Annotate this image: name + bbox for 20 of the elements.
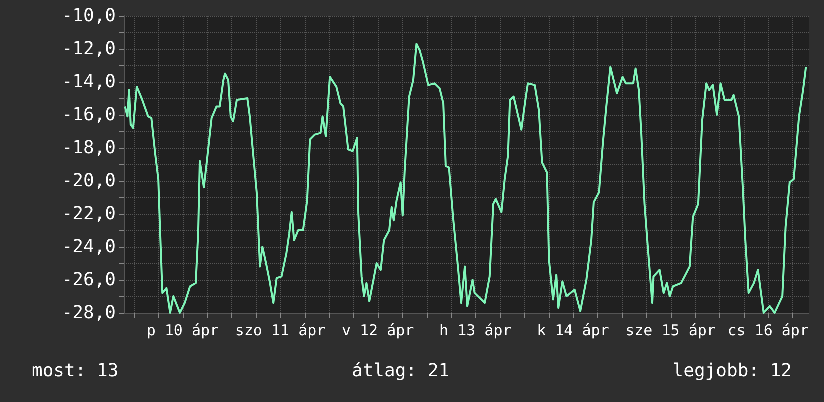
x-tick-label: v 12 ápr — [342, 322, 414, 340]
y-tick-label: -18,0 — [62, 138, 116, 158]
y-tick-label: -26,0 — [62, 270, 116, 290]
y-tick-label: -24,0 — [62, 236, 116, 258]
text: most: 13 — [32, 360, 119, 382]
x-tick-label: p 10 ápr — [146, 322, 220, 340]
y-tick-label: -10,0 — [62, 6, 116, 26]
y-tick-label: -14,0 — [62, 72, 116, 92]
y-tick-label: -28,0 — [62, 302, 116, 324]
y-tick-label: -20,0 — [62, 170, 116, 192]
x-tick-label: k 14 ápr — [537, 322, 610, 340]
text: átlag: 21 — [352, 360, 450, 382]
x-tick-label: cs 16 ápr — [728, 322, 809, 340]
x-tick-label: h 13 ápr — [440, 322, 512, 340]
y-tick-label: -16,0 — [62, 104, 116, 126]
text: legjobb: 12 — [672, 360, 792, 382]
x-tick-label: sze 15 ápr — [626, 322, 716, 340]
y-tick-label: -22,0 — [62, 204, 116, 224]
y-tick-label: -12,0 — [62, 38, 116, 60]
x-tick-label: szo 11 ápr — [235, 322, 326, 340]
